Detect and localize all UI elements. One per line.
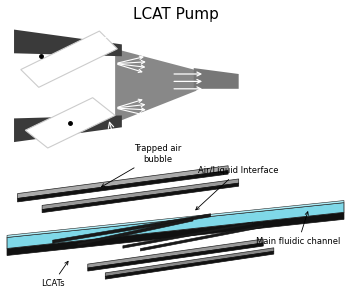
Polygon shape <box>18 166 228 198</box>
Polygon shape <box>115 49 227 123</box>
Text: Trapped air
bubble: Trapped air bubble <box>101 144 181 187</box>
Polygon shape <box>21 31 117 87</box>
Text: LCATs: LCATs <box>41 261 68 288</box>
Polygon shape <box>88 243 263 271</box>
Polygon shape <box>53 214 211 243</box>
Text: Air/Liquid Interface: Air/Liquid Interface <box>73 138 180 148</box>
Polygon shape <box>42 183 239 213</box>
Text: Trapped air bubble: Trapped air bubble <box>123 19 228 29</box>
Polygon shape <box>25 98 115 148</box>
Polygon shape <box>7 202 344 249</box>
Polygon shape <box>194 68 239 89</box>
Polygon shape <box>77 218 193 246</box>
Text: Air/Liquid Interface: Air/Liquid Interface <box>196 166 279 210</box>
Text: LCAT Pump: LCAT Pump <box>133 7 218 22</box>
Polygon shape <box>88 239 263 268</box>
Polygon shape <box>140 225 263 251</box>
Polygon shape <box>7 200 344 237</box>
Text: Main fluidic channel: Main fluidic channel <box>256 212 340 246</box>
Polygon shape <box>42 179 239 210</box>
Polygon shape <box>14 115 122 142</box>
Polygon shape <box>14 30 122 56</box>
Polygon shape <box>123 222 253 248</box>
Polygon shape <box>18 170 228 202</box>
Polygon shape <box>105 248 274 276</box>
Polygon shape <box>105 251 274 279</box>
Polygon shape <box>7 212 344 255</box>
